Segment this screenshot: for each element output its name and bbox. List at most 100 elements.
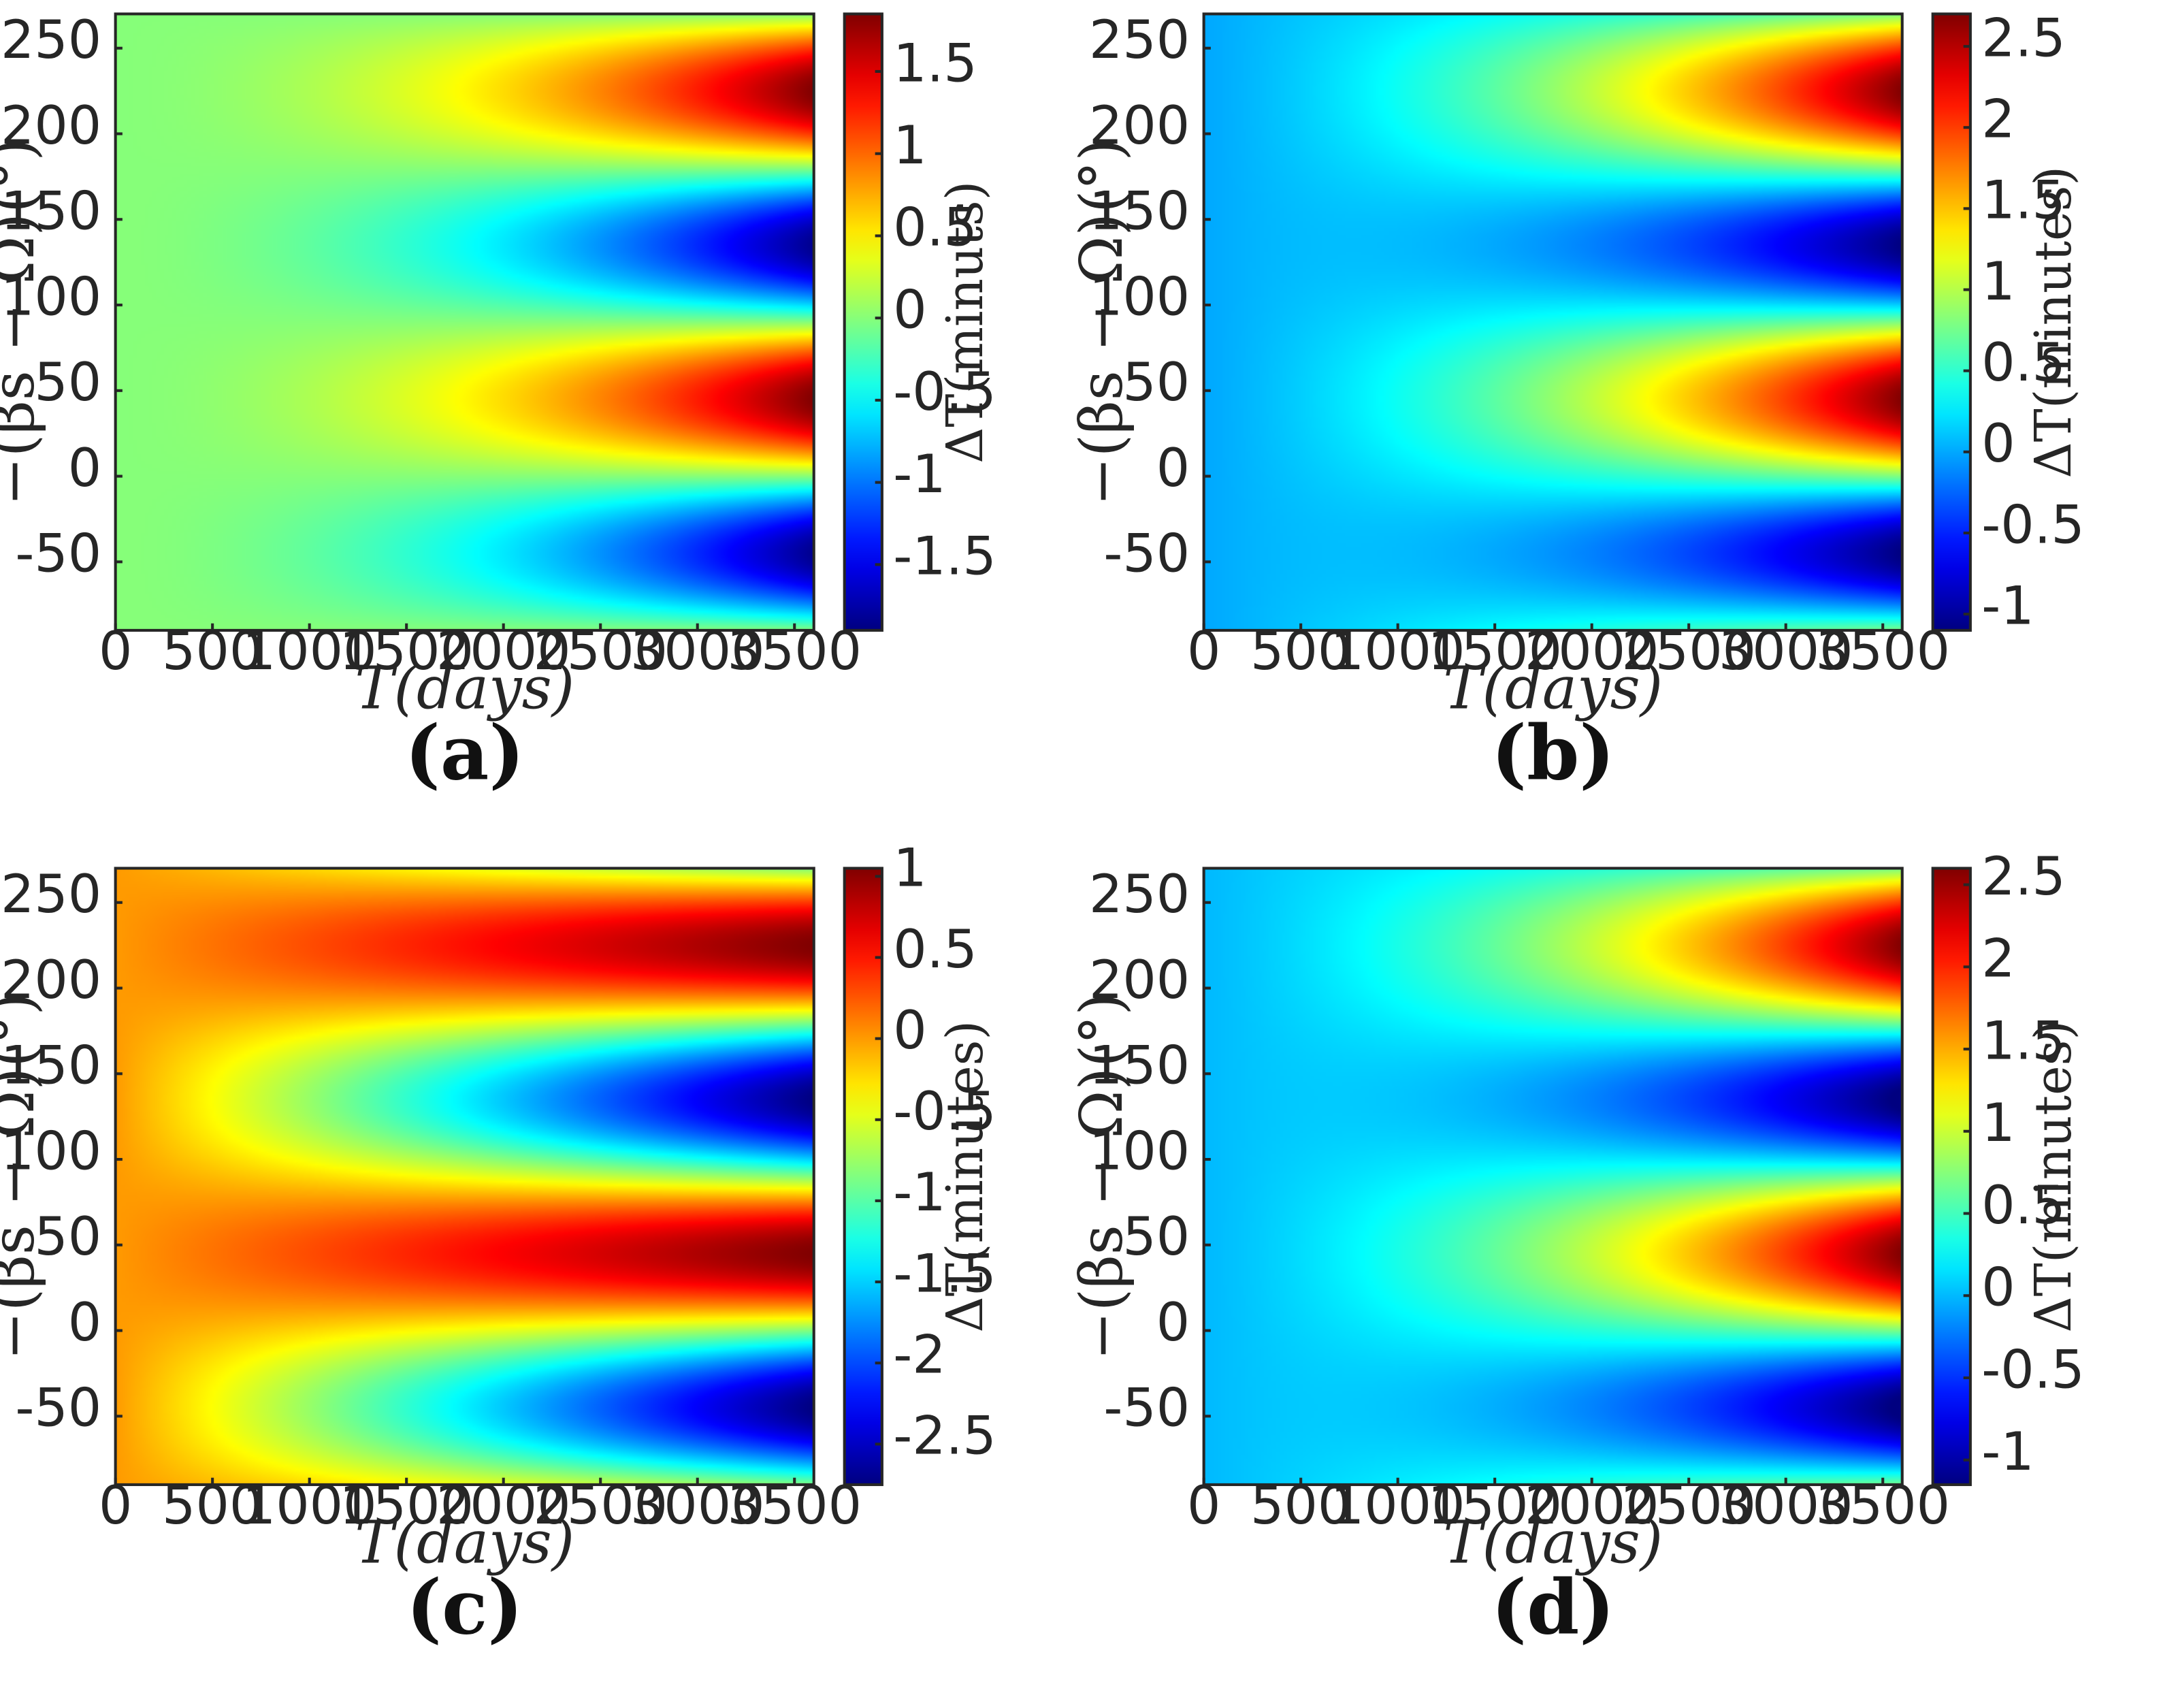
colorbar-tick-label: -0.5 <box>1981 494 2085 555</box>
panel-caption: (c) <box>406 1564 523 1652</box>
colorbar <box>1932 868 1970 1485</box>
y-tick-label: -50 <box>1103 523 1190 585</box>
colorbar-tick-label: 0 <box>1981 413 2015 474</box>
colorbar-tick-label: -1 <box>893 1162 945 1223</box>
colorbar-tick-label: 1 <box>893 838 926 899</box>
colorbar-label: ΔT(minutes) <box>937 1020 994 1333</box>
y-tick-label: 150 <box>1089 181 1190 242</box>
colorbar-tick-label: 0.5 <box>1981 1175 2066 1236</box>
x-tick-label: 1000 <box>242 1475 377 1536</box>
y-tick-label: 200 <box>1 95 101 157</box>
colorbar-label: ΔT(minutes) <box>2025 1020 2083 1333</box>
colorbar-tick-label: -1 <box>1981 1421 2034 1483</box>
colorbar-tick-label: -2.5 <box>893 1406 996 1467</box>
x-tick-label: 500 <box>162 621 263 682</box>
y-tick-label: 150 <box>1 1035 101 1097</box>
y-axis-label: −(βs − Ω)(°) <box>0 993 48 1360</box>
y-tick-label: 100 <box>1 1121 101 1182</box>
x-tick-label: 0 <box>1187 621 1220 682</box>
y-tick-label: 0 <box>1156 1292 1190 1353</box>
y-tick-label: 150 <box>1089 1035 1190 1097</box>
colorbar-tick-label: 2 <box>1981 89 2015 150</box>
colorbar-tick-label: 0.5 <box>893 919 977 980</box>
colorbar-label: ΔT(minutes) <box>2025 166 2083 479</box>
colorbar-tick-label: 0.5 <box>1981 332 2066 393</box>
x-tick-label: 3000 <box>630 621 765 682</box>
x-tick-label: 3500 <box>1815 1475 1950 1536</box>
panel-caption: (a) <box>405 709 525 798</box>
x-tick-label: 1500 <box>1427 621 1562 682</box>
heatmap-image <box>115 14 814 630</box>
heatmap-image <box>1203 14 1902 630</box>
colorbar-frame <box>1931 867 1972 1486</box>
colorbar <box>844 868 882 1485</box>
x-tick-label: 1500 <box>339 1475 474 1536</box>
colorbar-tick-label: 2.5 <box>1981 846 2066 907</box>
colorbar-tick-label: 1 <box>1981 251 2015 312</box>
x-tick-label: 1500 <box>339 621 474 682</box>
y-tick-label: -50 <box>15 1378 101 1439</box>
y-tick-label: 100 <box>1 266 101 327</box>
x-tick-label: 2000 <box>1525 621 1659 682</box>
y-tick-label: 0 <box>68 1292 101 1353</box>
y-tick-label: 50 <box>1122 1206 1190 1268</box>
y-tick-label: 50 <box>34 352 101 413</box>
colorbar-tick-label: -1 <box>1981 575 2034 637</box>
x-tick-label: 1000 <box>242 621 377 682</box>
colorbar <box>844 14 882 630</box>
panel-caption: (d) <box>1491 1564 1615 1652</box>
x-tick-label: 500 <box>1250 621 1351 682</box>
y-tick-label: 200 <box>1089 950 1190 1011</box>
y-tick-label: 100 <box>1089 1121 1190 1182</box>
panel-d-chart: 0 500100015002000250030003500-50050100150… <box>1068 846 2085 1652</box>
x-tick-label: 500 <box>162 1475 263 1536</box>
x-tick-label: 2500 <box>533 1475 668 1536</box>
x-tick-label: 2500 <box>1621 1475 1756 1536</box>
x-tick-label: 3500 <box>727 621 862 682</box>
plot-frame <box>1202 867 1904 1486</box>
colorbar-tick-label: -1.5 <box>893 1243 996 1304</box>
colorbar-frame <box>843 12 883 632</box>
plot-frame <box>114 12 815 632</box>
x-tick-label: 500 <box>1250 1475 1351 1536</box>
x-tick-label: 0 <box>99 1475 132 1536</box>
panel-a-chart: 0 500100015002000250030003500-50050100150… <box>0 10 996 798</box>
y-tick-label: 200 <box>1 950 101 1011</box>
y-axis-label: −(βs − Ω)(°) <box>0 138 48 506</box>
colorbar-tick-label: 1.5 <box>1981 1010 2066 1071</box>
y-tick-label: 250 <box>1 10 101 71</box>
colorbar-tick-label: -0.5 <box>1981 1339 2085 1400</box>
panel-caption: (b) <box>1491 709 1615 798</box>
x-tick-label: 3500 <box>727 1475 862 1536</box>
colorbar-frame <box>1931 12 1972 632</box>
x-tick-label: 2000 <box>1525 1475 1659 1536</box>
x-tick-label: 1000 <box>1331 621 1465 682</box>
y-tick-label: 0 <box>1156 438 1190 499</box>
y-tick-label: 200 <box>1089 95 1190 157</box>
colorbar-tick-label: -1 <box>893 444 945 505</box>
colorbar-tick-label: -1.5 <box>893 526 996 587</box>
colorbar-tick-label: 1.5 <box>893 33 977 94</box>
x-tick-label: 3000 <box>630 1475 765 1536</box>
x-axis-label: T(days) <box>355 654 574 722</box>
y-tick-label: 250 <box>1 864 101 925</box>
colorbar-tick-label: 2.5 <box>1981 7 2066 69</box>
colorbar-tick-label: 2 <box>1981 929 2015 990</box>
colorbar-tick-label: 1.5 <box>1981 170 2066 231</box>
x-axis-label: T(days) <box>355 1509 574 1577</box>
y-axis-label: −(βs − Ω)(°) <box>1068 993 1136 1360</box>
y-tick-label: 100 <box>1089 266 1190 327</box>
colorbar <box>1932 14 1970 630</box>
colorbar-tick-label: 0 <box>1981 1257 2015 1319</box>
y-tick-label: 50 <box>1122 352 1190 413</box>
colorbar-frame <box>843 867 883 1486</box>
panel-b-chart: 0 500100015002000250030003500-50050100150… <box>1068 7 2085 798</box>
colorbar-tick-label: -2 <box>893 1325 945 1386</box>
plot-frame <box>1202 12 1904 632</box>
colorbar-tick-label: -0.5 <box>893 361 996 423</box>
panel-c-chart: 0 500100015002000250030003500-50050100150… <box>0 838 996 1652</box>
x-tick-label: 3000 <box>1719 1475 1853 1536</box>
colorbar-tick-label: -0.5 <box>893 1081 996 1142</box>
colorbar-tick-label: 0 <box>893 1000 926 1061</box>
